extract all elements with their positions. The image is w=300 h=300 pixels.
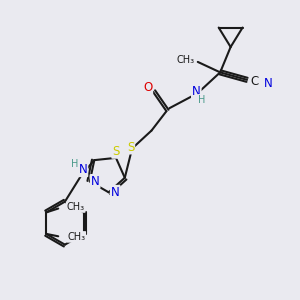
Text: CH₃: CH₃ bbox=[67, 202, 85, 212]
Text: N: N bbox=[79, 163, 87, 176]
Text: H: H bbox=[198, 95, 205, 105]
Text: N: N bbox=[91, 175, 100, 188]
Text: N: N bbox=[264, 77, 273, 90]
Text: N: N bbox=[111, 186, 120, 199]
Text: C: C bbox=[250, 75, 259, 88]
Text: S: S bbox=[127, 140, 134, 154]
Text: O: O bbox=[143, 81, 152, 94]
Text: H: H bbox=[71, 159, 78, 169]
Text: CH₃: CH₃ bbox=[67, 232, 85, 242]
Text: N: N bbox=[192, 85, 201, 98]
Text: S: S bbox=[112, 145, 120, 158]
Text: CH₃: CH₃ bbox=[176, 55, 194, 64]
